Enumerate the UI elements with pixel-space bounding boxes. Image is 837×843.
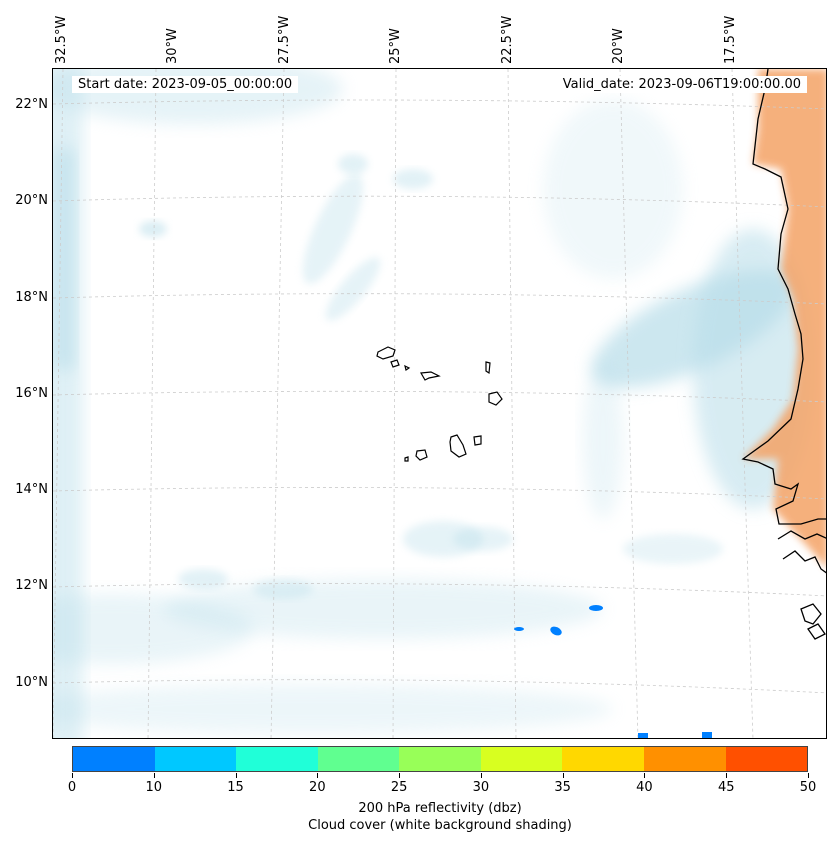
colorbar-tick-mark (562, 773, 564, 778)
colorbar-tick-mark (153, 773, 155, 778)
lon-label-1: 32.5°W (54, 15, 69, 64)
map-panel (52, 68, 827, 739)
colorbar-tick-mark (72, 773, 73, 778)
coastline (741, 69, 826, 640)
colorbar-label: 200 hPa reflectivity (dbz) (358, 801, 522, 816)
colorbar (72, 746, 808, 772)
colorbar-tick-label: 40 (636, 780, 653, 795)
colorbar-segment-0 (73, 747, 155, 771)
colorbar-segment-5 (480, 747, 563, 771)
colorbar-tick-label: 0 (67, 780, 77, 795)
lat-label-22n: 22°N (15, 97, 48, 112)
colorbar-tick-label: 15 (227, 780, 244, 795)
colorbar-tick-mark (644, 773, 646, 778)
colorbar-segment-8 (725, 747, 808, 771)
lat-label-20n: 20°N (15, 193, 48, 208)
lon-label-3: 27.5°W (277, 15, 292, 64)
graticule (53, 69, 826, 738)
lat-label-12n: 12°N (15, 578, 48, 593)
colorbar-segment-2 (236, 747, 318, 771)
colorbar-segment-6 (562, 747, 644, 771)
lat-label-18n: 18°N (15, 290, 48, 305)
cape-verde-islands (376, 346, 503, 462)
colorbar-tick-label: 10 (145, 780, 163, 795)
colorbar-tick-label: 25 (390, 780, 408, 795)
colorbar-tick-mark (317, 773, 319, 778)
colorbar-tick-mark (480, 773, 482, 778)
lon-label-7: 17.5°W (723, 15, 738, 64)
colorbar-segment-3 (317, 747, 400, 771)
colorbar-sublabel: Cloud cover (white background shading) (308, 818, 572, 833)
colorbar-tick-mark (726, 773, 728, 778)
lat-label-10n: 10°N (15, 675, 48, 690)
colorbar-tick-mark (808, 773, 809, 778)
valid-date-label: Valid_date: 2023-09-06T19:00:00.00 (556, 76, 807, 93)
colorbar-tick-mark (399, 773, 401, 778)
land-heat-shading (743, 69, 826, 567)
colorbar-segment-4 (399, 747, 481, 771)
start-date-label: Start date: 2023-09-05_00:00:00 (72, 76, 299, 93)
lat-label-14n: 14°N (15, 482, 48, 497)
reflectivity-cells (514, 605, 712, 738)
lon-label-6: 20°W (611, 28, 626, 64)
colorbar-tick-mark (235, 773, 237, 778)
colorbar-tick-label: 50 (799, 780, 817, 795)
colorbar-tick-label: 20 (309, 780, 326, 795)
lon-label-4: 25°W (388, 28, 403, 64)
colorbar-tick-label: 45 (717, 780, 735, 795)
colorbar-segment-7 (643, 747, 726, 771)
colorbar-segment-1 (154, 747, 237, 771)
lon-label-5: 22.5°W (500, 15, 515, 64)
lon-label-2: 30°W (165, 28, 180, 64)
map-canvas (53, 69, 826, 738)
cloud-cover-shading (53, 69, 813, 738)
colorbar-tick-label: 35 (554, 780, 571, 795)
colorbar-tick-label: 30 (472, 780, 490, 795)
lat-label-16n: 16°N (15, 386, 48, 401)
